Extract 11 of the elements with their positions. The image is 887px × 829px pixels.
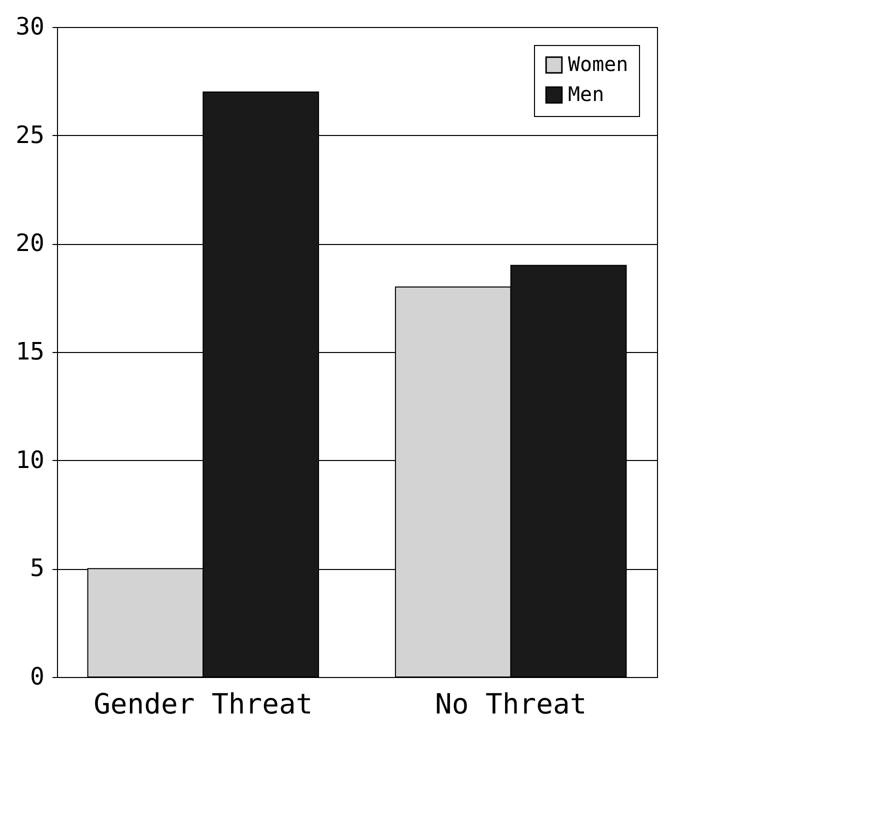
y-tick-label: 25 — [16, 120, 44, 149]
y-tick-label: 10 — [16, 446, 44, 474]
y-tick-label: 5 — [30, 554, 44, 582]
x-tick-label: Gender Threat — [94, 688, 313, 720]
y-tick-label: 0 — [30, 662, 44, 690]
y-tick-label: 15 — [16, 338, 44, 366]
legend-label: Women — [568, 52, 628, 76]
legend-label: Men — [568, 82, 604, 106]
x-tick-label: No Threat — [434, 688, 587, 720]
y-tick-label: 30 — [16, 12, 44, 40]
y-tick-label: 20 — [16, 229, 44, 258]
